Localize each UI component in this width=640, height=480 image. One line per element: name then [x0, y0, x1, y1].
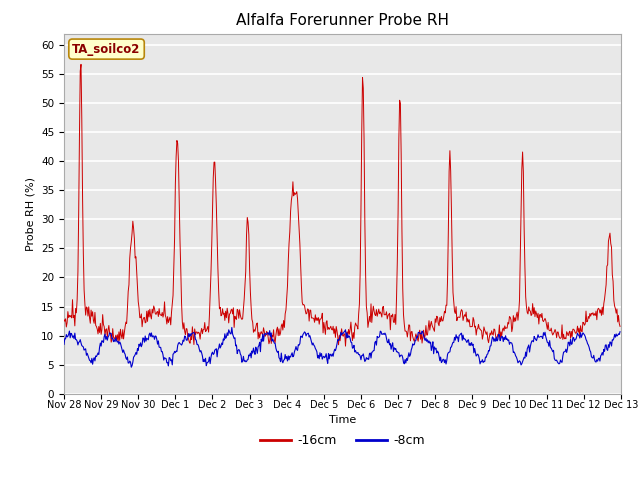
Legend: -16cm, -8cm: -16cm, -8cm [255, 429, 430, 452]
X-axis label: Time: Time [329, 415, 356, 425]
Y-axis label: Probe RH (%): Probe RH (%) [26, 177, 35, 251]
Text: TA_soilco2: TA_soilco2 [72, 43, 141, 56]
Title: Alfalfa Forerunner Probe RH: Alfalfa Forerunner Probe RH [236, 13, 449, 28]
